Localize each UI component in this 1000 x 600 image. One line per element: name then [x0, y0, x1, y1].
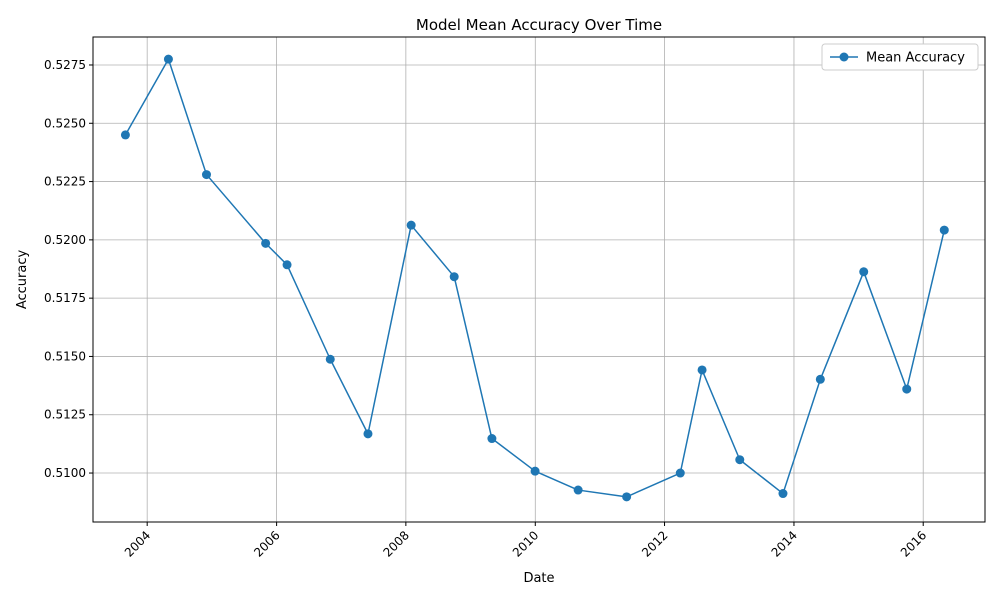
- data-point: [406, 220, 416, 230]
- x-axis-title: Date: [523, 571, 554, 586]
- series-layer: [120, 54, 949, 502]
- data-point: [622, 492, 632, 502]
- data-point: [201, 170, 211, 180]
- data-point: [735, 455, 745, 465]
- y-tick-label: 0.5175: [44, 291, 86, 305]
- data-point: [261, 238, 271, 248]
- data-point: [120, 130, 130, 140]
- data-point: [902, 384, 912, 394]
- data-point: [363, 429, 373, 439]
- grid: [93, 37, 985, 522]
- y-tick-label: 0.5275: [44, 58, 86, 72]
- y-tick-label: 0.5125: [44, 408, 86, 422]
- plot-frame: [92, 36, 986, 523]
- data-point: [573, 485, 583, 495]
- data-point: [530, 466, 540, 476]
- y-axis-title: Accuracy: [15, 250, 30, 310]
- data-point: [675, 468, 685, 478]
- data-point: [859, 267, 869, 277]
- y-tick-label: 0.5150: [44, 349, 86, 363]
- legend-box: [821, 43, 979, 71]
- chart-title: Model Mean Accuracy Over Time: [416, 16, 662, 34]
- y-tick-label: 0.5100: [44, 466, 86, 480]
- y-tick-label: 0.5225: [44, 175, 86, 189]
- data-point: [325, 354, 335, 364]
- data-point: [697, 365, 707, 375]
- legend-label: Mean Accuracy: [866, 51, 965, 66]
- y-tick-label: 0.5250: [44, 116, 86, 130]
- y-tick-label: 0.5200: [44, 233, 86, 247]
- data-point: [487, 434, 497, 444]
- legend: Mean Accuracy: [821, 43, 979, 71]
- data-point: [939, 225, 949, 235]
- data-point: [449, 272, 459, 282]
- data-point: [815, 374, 825, 384]
- legend-marker-swatch: [839, 52, 849, 62]
- data-point: [778, 489, 788, 499]
- data-point: [282, 260, 292, 270]
- data-point: [163, 54, 173, 64]
